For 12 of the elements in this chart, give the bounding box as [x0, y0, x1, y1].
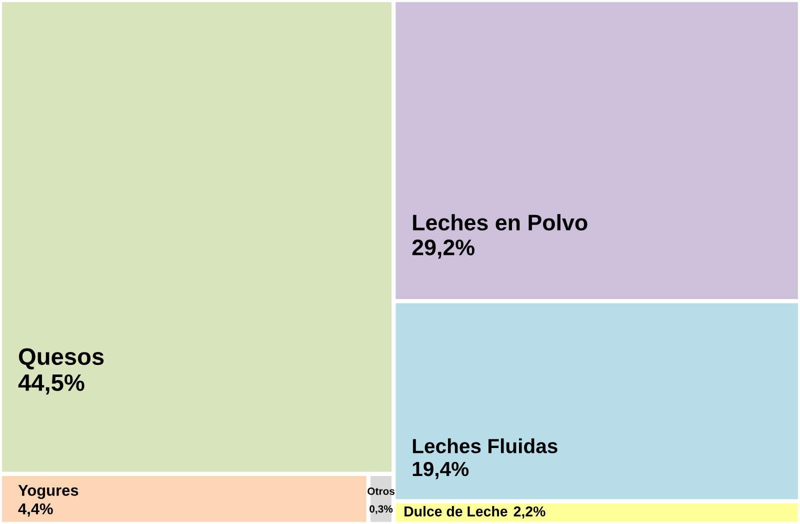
data-label: 19,4% — [412, 462, 469, 480]
category-label: Leches en Polvo — [413, 214, 588, 231]
data-label: 2,2% — [514, 506, 546, 519]
data-label: 0,3% — [370, 505, 393, 514]
data-label: 44,5% — [18, 374, 84, 394]
data-label: 4,4% — [18, 503, 53, 517]
category-label: Dulce de Leche — [404, 506, 508, 516]
category-label: Leches Fluidas — [412, 438, 558, 454]
category-label: Otros — [368, 488, 394, 495]
data-label: 29,2% — [412, 240, 474, 259]
category-label: Yogures — [18, 485, 78, 499]
category-label: Quesos — [18, 348, 104, 370]
